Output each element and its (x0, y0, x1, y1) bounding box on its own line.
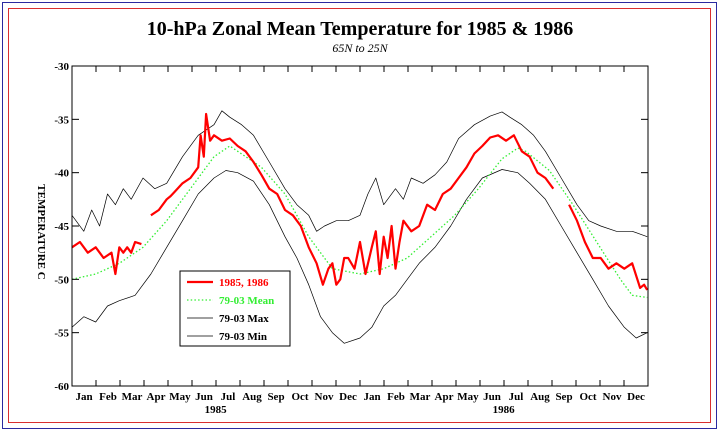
legend-label: 79-03 Mean (219, 295, 274, 307)
x-tick-label: Mar (410, 391, 431, 403)
series-line (71, 110, 648, 238)
y-tick-label: -55 (54, 328, 69, 340)
x-tick-label: Jun (195, 391, 213, 403)
x-tick-label: Oct (579, 391, 596, 403)
x-tick-label: Dec (627, 391, 645, 403)
x-tick-label: Apr (147, 391, 166, 403)
y-tick-label: -45 (54, 221, 69, 233)
y-tick-label: -30 (54, 61, 69, 73)
x-tick-label: Mar (122, 391, 143, 403)
y-tick-label: -35 (54, 114, 69, 126)
y-tick-label: -60 (54, 381, 69, 393)
x-tick-label: Nov (603, 391, 622, 403)
x-tick-label: May (457, 391, 479, 403)
legend-label: 79-03 Max (219, 313, 269, 325)
x-tick-label: Oct (291, 391, 308, 403)
x-tick-label: Jun (483, 391, 501, 403)
x-tick-label: Aug (530, 391, 550, 403)
x-tick-label: Dec (339, 391, 357, 403)
x-tick-label: Jul (221, 391, 236, 403)
year-label: 1986 (493, 404, 516, 416)
x-tick-label: Feb (387, 391, 405, 403)
chart-subtitle: 65N to 25N (332, 41, 388, 55)
y-tick-label: -50 (54, 274, 69, 286)
series-line (71, 145, 648, 299)
x-tick-label: Sep (267, 391, 284, 403)
year-label: 1985 (205, 404, 228, 416)
x-tick-label: Aug (242, 391, 262, 403)
legend: 1985, 1986 79-03 Mean 79-03 Max 79-03 Min (179, 270, 291, 347)
x-tick-label: Feb (99, 391, 117, 403)
x-tick-label: Sep (555, 391, 572, 403)
x-tick-label: Apr (435, 391, 454, 403)
x-tick-label: Jul (509, 391, 524, 403)
y-axis-label: TEMPERATURE C (35, 184, 47, 279)
x-tick-label: Nov (315, 391, 334, 403)
legend-label: 79-03 Min (219, 331, 267, 343)
x-tick-label: May (169, 391, 191, 403)
legend-box (179, 270, 291, 347)
plot-area (71, 110, 649, 344)
x-tick-label: Jan (363, 391, 380, 403)
inner-border (8, 8, 711, 423)
legend-label: 1985, 1986 (219, 277, 269, 289)
series-line (71, 112, 649, 291)
series-line (71, 169, 648, 344)
chart-title: 10-hPa Zonal Mean Temperature for 1985 &… (147, 18, 573, 40)
y-tick-label: -40 (54, 168, 69, 180)
x-tick-label: Jan (75, 391, 92, 403)
